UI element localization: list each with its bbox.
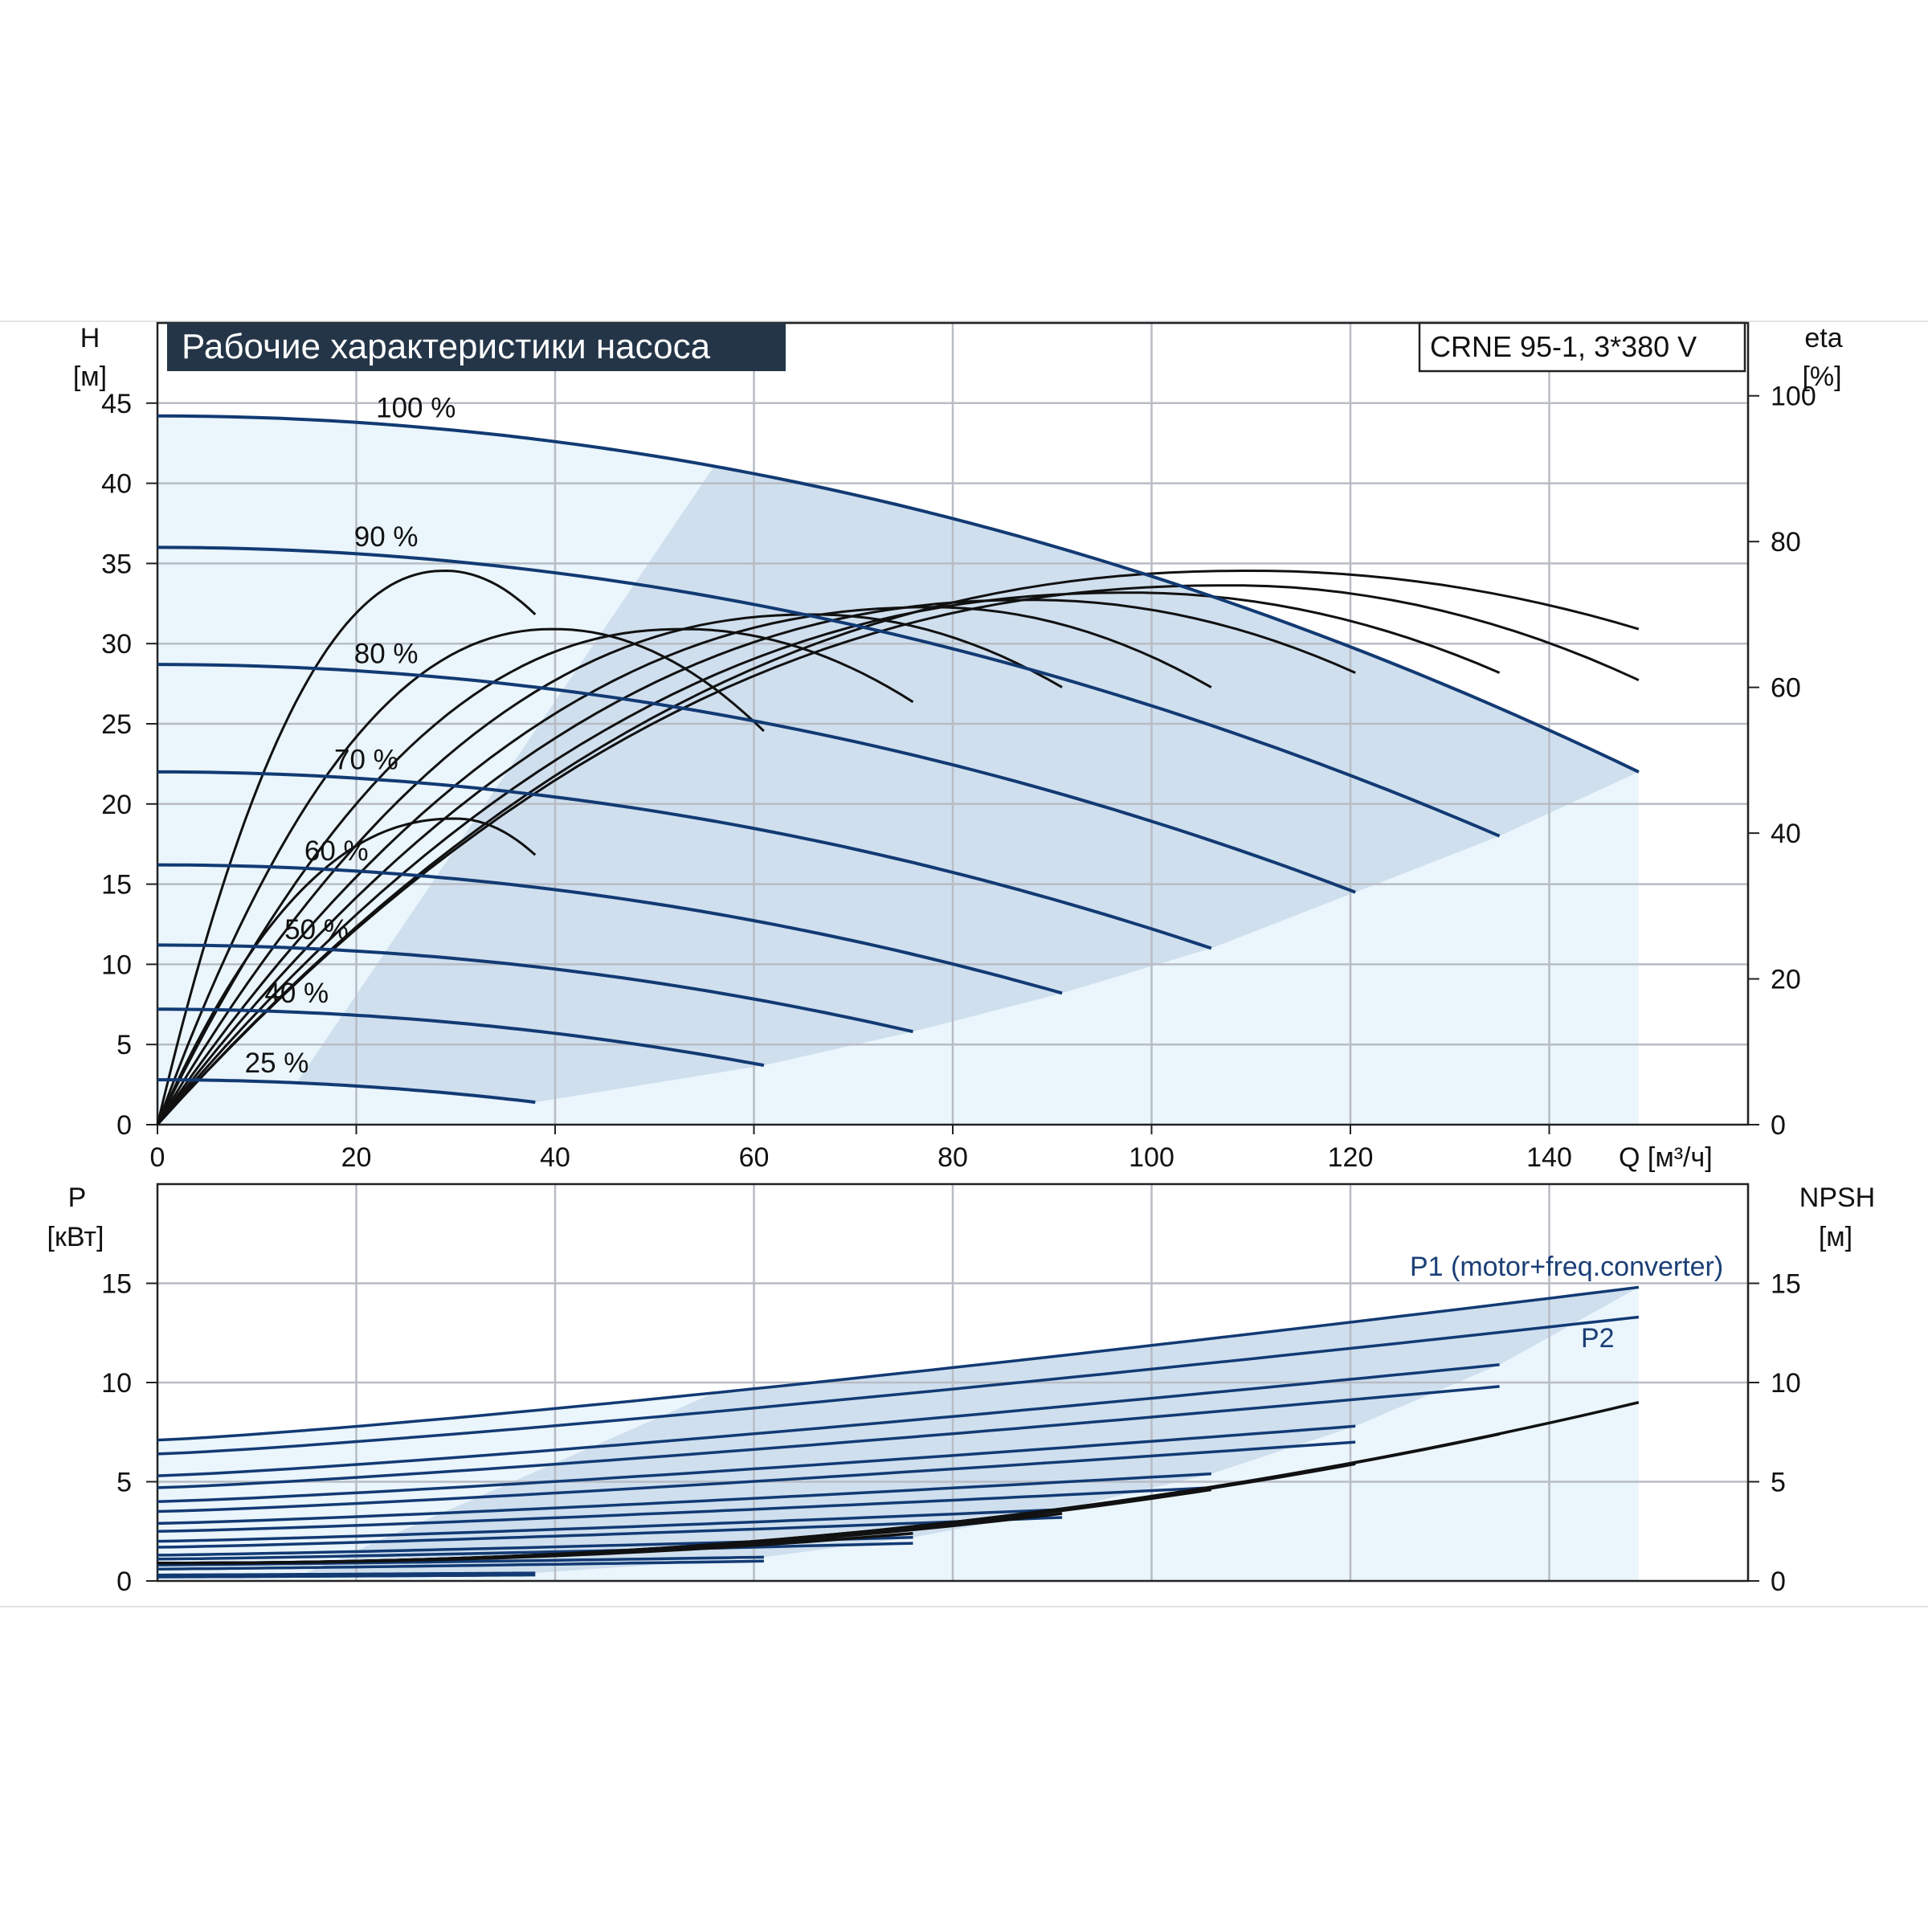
power-axis-unit: [кВт] — [47, 1222, 104, 1252]
head-tick-label: 20 — [101, 790, 132, 820]
p2-curve-4 — [157, 1486, 1211, 1534]
p2-curve-5 — [157, 1516, 1063, 1549]
p2-curve-1 — [157, 1315, 1640, 1456]
npsh-curve-6 — [157, 1531, 913, 1565]
p2-label: P2 — [1581, 1323, 1615, 1354]
eta-tick-label: 100 — [1771, 382, 1816, 412]
operating-range-region — [296, 466, 1639, 1103]
speed-label-50-pct: 50 % — [284, 914, 349, 946]
head-chart-curves: 100 % 90 % 80 % 70 % 60 % 50 % 40 % 25 % — [156, 392, 1640, 1126]
head-axis-label: H — [80, 323, 100, 353]
power-tick-label: 0 — [116, 1566, 132, 1597]
efficiency-curve-7 — [156, 627, 914, 1125]
head-tick-label: 15 — [101, 870, 132, 901]
head-curve-25-pct — [157, 1078, 536, 1105]
p1-label: P1 (motor+freq.converter) — [1410, 1252, 1723, 1282]
p2-curve-2 — [157, 1385, 1500, 1489]
speed-label-80-pct: 80 % — [354, 638, 419, 669]
efficiency-curve-9 — [156, 569, 537, 1125]
head-tick-label: 30 — [101, 629, 132, 660]
head-curve-90-pct — [157, 545, 1501, 838]
npsh-tick-label: 5 — [1771, 1468, 1786, 1498]
efficiency-curve-4 — [156, 598, 1356, 1125]
speed-label-100-pct: 100 % — [376, 392, 455, 423]
p2-curve-6 — [157, 1542, 913, 1561]
head-curve-40-pct — [157, 1007, 765, 1068]
npsh-axis-unit: [м] — [1819, 1222, 1852, 1252]
head-tick-label: 25 — [101, 709, 132, 740]
head-curve-50-pct — [157, 943, 913, 1034]
x-tick-label: 60 — [739, 1142, 770, 1173]
head-tick-label: 5 — [116, 1030, 132, 1060]
head-curve-100-pct — [157, 414, 1640, 774]
x-tick-label: 0 — [150, 1142, 165, 1173]
power-chart-ticks: 0 5 10 15 0 5 10 15 — [101, 1269, 1801, 1598]
eta-tick-label: 80 — [1771, 527, 1801, 558]
head-curve-60-pct — [157, 863, 1063, 995]
efficiency-curve-2 — [156, 584, 1640, 1126]
npsh-tick-label: 10 — [1771, 1368, 1801, 1399]
speed-label-60-pct: 60 % — [304, 835, 369, 867]
p1-curve-3 — [157, 1424, 1356, 1503]
chart-title: Рабочие характеристики насоса — [182, 327, 711, 366]
x-tick-label: 40 — [540, 1142, 570, 1173]
npsh-tick-label: 0 — [1771, 1566, 1786, 1597]
head-chart-regions — [157, 415, 1639, 1125]
efficiency-curve-8 — [156, 627, 765, 1125]
p2-curve-7 — [157, 1559, 764, 1571]
head-tick-label: 0 — [116, 1110, 132, 1141]
x-tick-label: 100 — [1129, 1142, 1174, 1173]
p2-curve-8 — [157, 1573, 536, 1579]
speed-label-40-pct: 40 % — [264, 978, 329, 1009]
power-chart-curves — [157, 1285, 1640, 1579]
flow-axis-label: Q [м³/ч] — [1619, 1142, 1713, 1173]
x-tick-label: 20 — [341, 1142, 372, 1173]
head-curve-70-pct — [157, 770, 1212, 950]
power-chart-grid — [156, 1182, 1750, 1583]
eta-axis-unit: [%] — [1802, 361, 1841, 392]
head-tick-label: 35 — [101, 549, 132, 579]
p1-curve-4 — [157, 1472, 1211, 1526]
head-tick-label: 40 — [101, 469, 132, 500]
p1-curve-1 — [157, 1285, 1640, 1442]
head-tick-label: 10 — [101, 950, 132, 980]
eta-tick-label: 20 — [1771, 965, 1801, 995]
head-tick-label: 45 — [101, 389, 132, 419]
speed-label-70-pct: 70 % — [334, 744, 398, 775]
power-tick-label: 15 — [101, 1269, 132, 1300]
x-tick-label: 80 — [937, 1142, 968, 1173]
power-axis-label: P — [68, 1182, 87, 1213]
eta-tick-label: 40 — [1771, 819, 1801, 849]
npsh-tick-label: 15 — [1771, 1269, 1801, 1300]
chart-title-box — [167, 323, 786, 371]
model-box — [1418, 321, 1746, 373]
efficiency-curve-5 — [156, 606, 1212, 1125]
x-tick-label: 120 — [1328, 1142, 1374, 1173]
p1-curve-2 — [157, 1363, 1500, 1477]
eta-tick-label: 0 — [1771, 1110, 1786, 1141]
speed-label-90-pct: 90 % — [354, 521, 419, 553]
efficiency-curve-3 — [156, 591, 1501, 1125]
power-tick-label: 5 — [116, 1468, 132, 1498]
p1-curve-5 — [157, 1508, 1063, 1543]
eta-axis-label: eta — [1804, 323, 1842, 353]
head-chart-ticks: 0 20 40 60 80 100 120 140 0 5 10 15 20 25 30 35 40 45 0 20 4… — [101, 382, 1816, 1173]
model-label: CRNE 95-1, 3*380 V — [1430, 330, 1697, 363]
head-curve-80-pct — [157, 663, 1356, 894]
npsh-axis-label: NPSH — [1799, 1182, 1875, 1213]
eta-tick-label: 60 — [1771, 673, 1801, 704]
power-tick-label: 10 — [101, 1368, 132, 1399]
speed-label-25-pct: 25 % — [245, 1048, 309, 1079]
efficiency-curve-6 — [156, 613, 1063, 1125]
x-tick-label: 140 — [1526, 1142, 1572, 1173]
p2-curve-3 — [157, 1440, 1356, 1513]
head-axis-unit: [м] — [73, 361, 107, 392]
p1-curve-8 — [157, 1571, 536, 1577]
efficiency-curve-10 — [156, 817, 537, 1125]
